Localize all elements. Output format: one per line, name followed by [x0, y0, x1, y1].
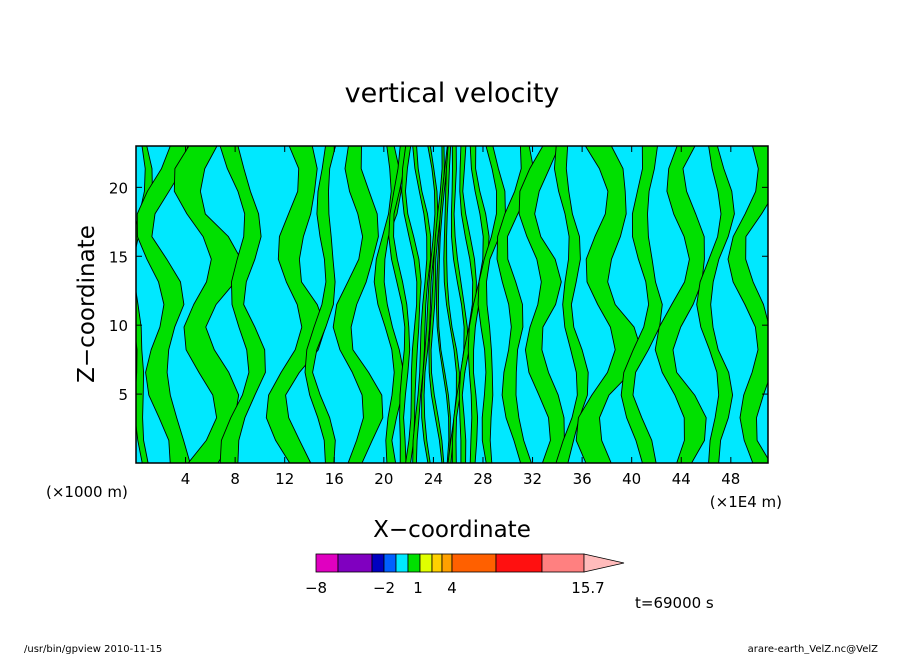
colorbar-segment [337, 553, 373, 573]
x-tick-label: 24 [424, 470, 443, 488]
colorbar-segment [395, 553, 409, 573]
colorbar-tick-label: −8 [305, 579, 327, 597]
positive-regions [136, 146, 768, 463]
x-tick-label: 28 [473, 470, 492, 488]
colorbar-segment [419, 553, 433, 573]
footer-right: arare-earth_VelZ.nc@VelZ [748, 644, 879, 654]
x-tick-label: 8 [230, 470, 240, 488]
colorbar-tick-labels: −8 −2 1 4 15.7 [305, 579, 605, 597]
chart-title: vertical velocity [345, 78, 560, 109]
positive-streak [553, 146, 589, 463]
positive-streak [450, 146, 469, 463]
colorbar-segment [541, 553, 585, 573]
y-axis-label: Z−coordinate [74, 225, 100, 383]
positive-streak [388, 146, 411, 463]
colorbar-segment [315, 553, 339, 573]
x-axis: 4 8 12 16 20 24 28 32 36 40 44 48 [181, 146, 740, 488]
colorbar-arrow [583, 553, 625, 573]
positive-streak [304, 146, 336, 463]
colorbar-tick-label: 15.7 [571, 579, 604, 597]
colorbar-tick-label: 1 [413, 579, 423, 597]
colorbar-segment [495, 553, 543, 573]
y-tick-label: 5 [118, 386, 128, 404]
positive-streak [696, 146, 735, 463]
positive-streak [518, 146, 565, 463]
plot-frame [135, 145, 769, 464]
positive-streak [435, 146, 451, 463]
colorbar-segment [431, 553, 443, 573]
positive-streak [173, 146, 242, 463]
time-annotation: t=69000 s [635, 594, 714, 612]
x-unit-left: (×1000 m) [46, 483, 128, 501]
colorbar-segment [407, 553, 421, 573]
positive-streak [620, 146, 663, 463]
y-axis: 5 10 15 20 [109, 179, 768, 404]
y-tick-label: 10 [109, 317, 128, 335]
colorbar-segment [371, 553, 385, 573]
positive-streak [136, 146, 191, 463]
footer-left: /usr/bin/gpview 2010-11-15 [24, 644, 162, 654]
colorbar-segment [441, 553, 453, 573]
x-axis-label: X−coordinate [373, 517, 531, 543]
x-tick-label: 20 [374, 470, 393, 488]
x-tick-label: 44 [672, 470, 691, 488]
positive-streak [496, 146, 534, 463]
positive-streak [401, 146, 422, 463]
positive-streak [727, 146, 768, 463]
x-tick-label: 48 [721, 470, 740, 488]
x-tick-label: 40 [622, 470, 641, 488]
y-tick-label: 15 [109, 248, 128, 266]
colorbar-segment [383, 553, 397, 573]
x-unit-right: (×1E4 m) [710, 493, 782, 511]
positive-streak [428, 146, 445, 463]
contour-field [136, 146, 768, 463]
positive-streak [575, 146, 642, 463]
x-tick-label: 36 [573, 470, 592, 488]
positive-streak [265, 146, 326, 463]
colorbar [315, 553, 625, 573]
colorbar-segment [451, 553, 497, 573]
positive-streak [443, 146, 460, 463]
positive-streak [654, 146, 707, 463]
x-tick-label: 4 [181, 470, 191, 488]
colorbar-tick-label: −2 [373, 579, 395, 597]
positive-streak [458, 146, 477, 463]
positive-streak [332, 146, 384, 463]
x-tick-label: 16 [325, 470, 344, 488]
positive-streak [412, 146, 432, 463]
x-tick-label: 32 [523, 470, 542, 488]
colorbar-tick-label: 4 [447, 579, 457, 597]
positive-streak [219, 146, 266, 463]
y-tick-label: 20 [109, 179, 128, 197]
x-tick-label: 12 [275, 470, 294, 488]
